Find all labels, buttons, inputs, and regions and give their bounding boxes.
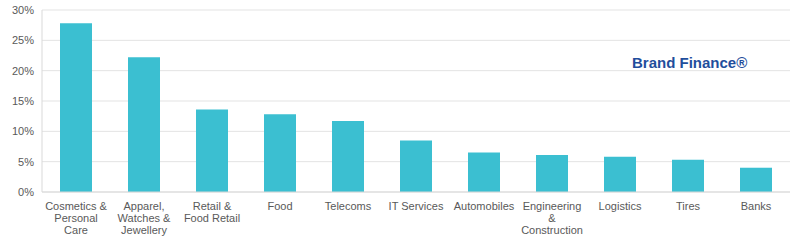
html-text:Brand Finance®: Brand Finance® [632,54,748,71]
svg-text:IT Services: IT Services [389,200,444,212]
svg-text:0%: 0% [18,186,34,198]
svg-text:5%: 5% [18,156,34,168]
svg-text:15%: 15% [12,95,34,107]
svg-text:30%: 30% [12,4,34,16]
svg-text:Banks: Banks [741,200,772,212]
svg-text:Cosmetics &PersonalCare: Cosmetics &PersonalCare [45,200,107,236]
svg-text:Food: Food [267,200,292,212]
svg-text:Automobiles: Automobiles [454,200,515,212]
svg-text:Telecoms: Telecoms [325,200,372,212]
svg-text:Logistics: Logistics [599,200,642,212]
svg-text:10%: 10% [12,125,34,137]
svg-text:Retail &Food Retail: Retail &Food Retail [184,200,240,224]
svg-text:Engineering&Construction: Engineering&Construction [521,200,583,236]
svg-text:Tires: Tires [676,200,701,212]
svg-text:20%: 20% [12,65,34,77]
svg-text:Apparel,Watches &Jewellery: Apparel,Watches &Jewellery [118,200,171,236]
svg-text:25%: 25% [12,34,34,46]
